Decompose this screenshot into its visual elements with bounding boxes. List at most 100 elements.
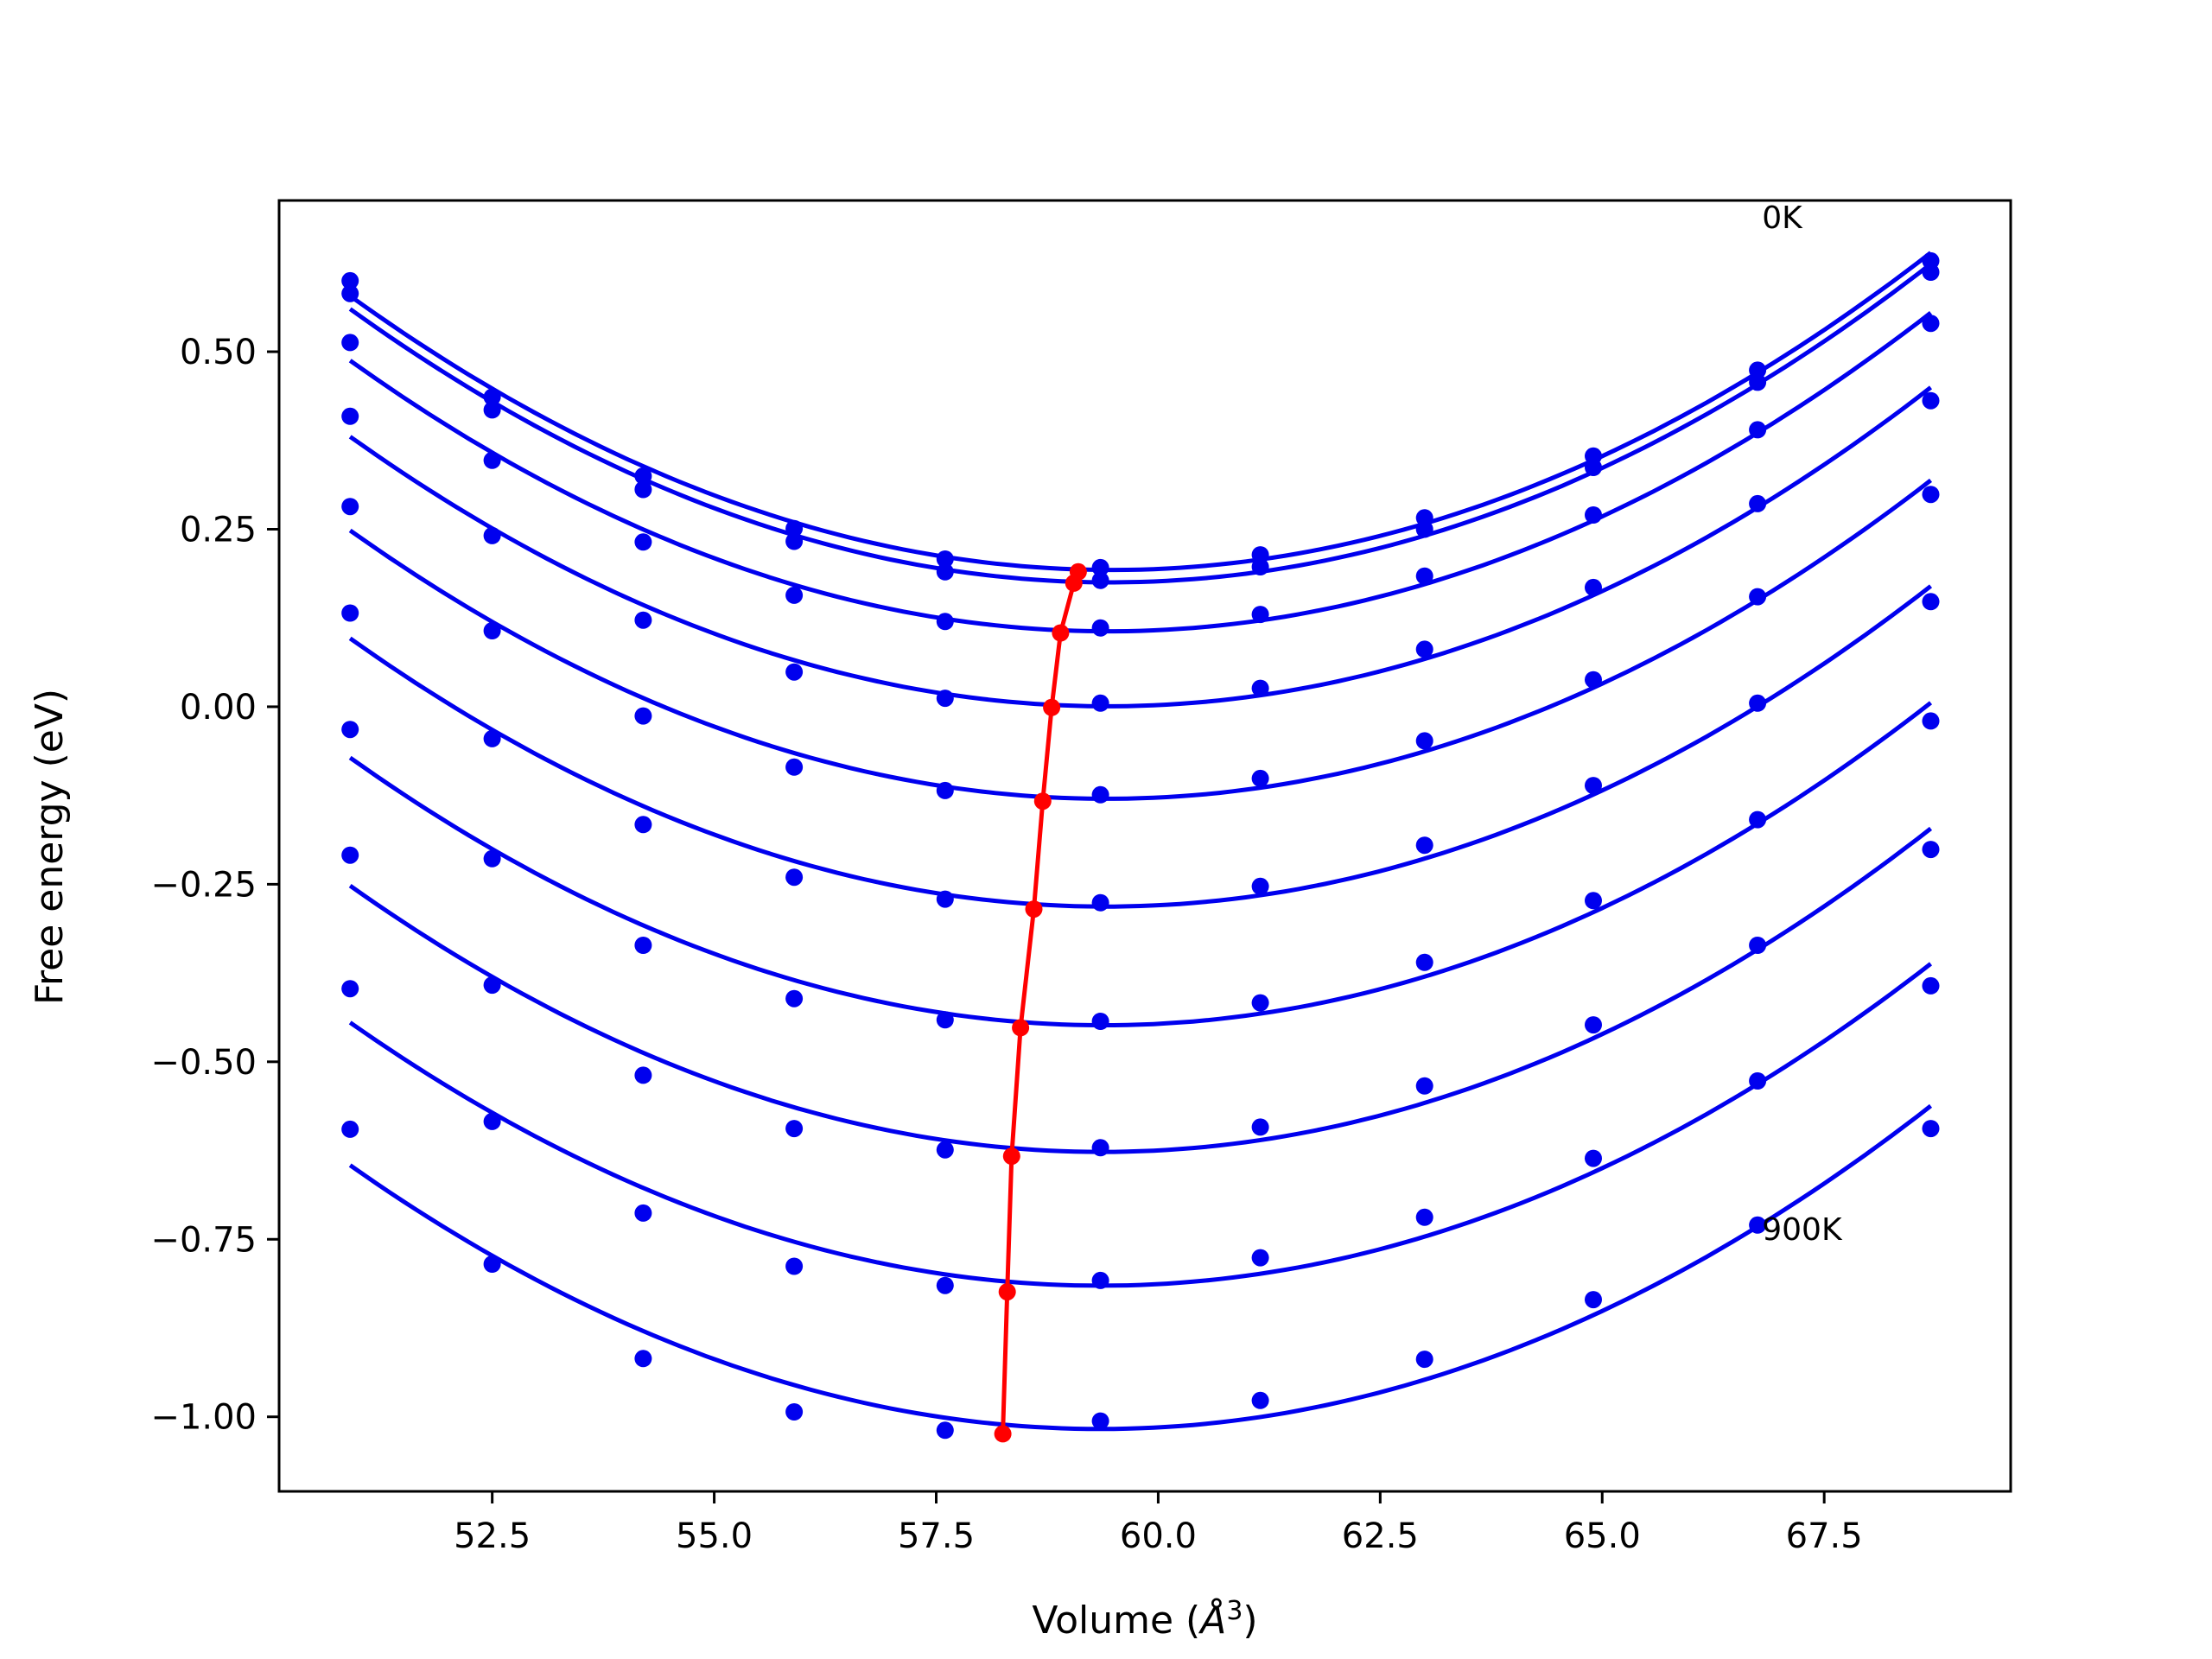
y-tick-label: −0.50 [150, 1043, 257, 1083]
x-tick-label: 57.5 [898, 1516, 975, 1556]
data-point [483, 451, 501, 469]
y-tick-label: 0.00 [180, 688, 257, 728]
data-point [1091, 558, 1109, 576]
data-point [936, 1421, 954, 1440]
equilibrium-point [1043, 698, 1061, 716]
data-point [1585, 892, 1602, 910]
data-point [1251, 606, 1269, 624]
equilibrium-layer [994, 563, 1087, 1443]
data-point [1091, 619, 1109, 637]
equilibrium-point [1065, 574, 1083, 592]
data-point [1415, 1208, 1433, 1226]
plot-frame [277, 199, 2012, 1493]
data-point [936, 1011, 954, 1029]
data-point [1251, 546, 1269, 564]
data-point [936, 690, 954, 708]
y-tick-label: 0.25 [180, 510, 257, 550]
fit-curve-0 [348, 251, 1933, 573]
data-point [483, 401, 501, 419]
data-point [483, 526, 501, 544]
data-point [1585, 1149, 1602, 1167]
data-point [1749, 810, 1767, 829]
x-axis: 52.5 55.0 57.5 60.0 62.5 65.0 67.5 [454, 1491, 1863, 1556]
data-point [785, 663, 804, 681]
data-point [1251, 1118, 1269, 1136]
data-point [785, 1403, 804, 1421]
curves-layer [348, 251, 1933, 1432]
data-point [1251, 769, 1269, 787]
data-point [1922, 841, 1940, 859]
data-point [1415, 1077, 1433, 1095]
data-point [634, 480, 652, 499]
data-point [1251, 1391, 1269, 1409]
points-layer [341, 251, 1940, 1440]
data-point [1251, 1249, 1269, 1267]
x-tick-label: 52.5 [454, 1516, 531, 1556]
data-point [1415, 567, 1433, 585]
data-point [1922, 976, 1940, 995]
x-tick-label: 65.0 [1564, 1516, 1641, 1556]
fit-curve-9 [348, 1103, 1933, 1432]
fit-curve-1 [348, 262, 1933, 585]
fit-curve-4 [348, 478, 1933, 801]
y-tick-label: −0.25 [150, 865, 257, 905]
data-point [1585, 777, 1602, 795]
data-point [634, 467, 652, 485]
y-axis: 0.50 0.25 0.00 −0.25 −0.50 −0.75 −1.00 [150, 333, 279, 1438]
data-point [936, 563, 954, 581]
y-tick-label: −0.75 [150, 1220, 257, 1260]
data-point [1415, 1351, 1433, 1369]
fit-curve-7 [348, 826, 1933, 1154]
data-point [1922, 1120, 1940, 1138]
data-point [1091, 1271, 1109, 1289]
data-point [1749, 361, 1767, 379]
data-point [1922, 315, 1940, 333]
equilibrium-point [1002, 1147, 1020, 1166]
data-point [1749, 588, 1767, 606]
data-point [1091, 1412, 1109, 1430]
data-point [1585, 506, 1602, 524]
data-point [1585, 459, 1602, 476]
data-point [1091, 694, 1109, 712]
data-point [1922, 391, 1940, 410]
data-point [1749, 1072, 1767, 1090]
data-point [483, 1255, 501, 1273]
data-point [1749, 937, 1767, 954]
fit-curve-2 [348, 311, 1933, 634]
data-point [1749, 421, 1767, 439]
data-point [341, 846, 359, 864]
data-point [634, 816, 652, 834]
data-point [634, 533, 652, 551]
data-point [341, 271, 359, 289]
data-point [1091, 571, 1109, 589]
data-point [634, 1066, 652, 1084]
data-point [785, 532, 804, 550]
data-point [341, 284, 359, 302]
data-point [1251, 679, 1269, 697]
data-point [936, 1276, 954, 1294]
x-tick-label: 60.0 [1120, 1516, 1197, 1556]
data-point [1091, 1139, 1109, 1157]
data-point [1251, 994, 1269, 1012]
data-point [1749, 694, 1767, 712]
data-point [1749, 1216, 1767, 1234]
data-point [1091, 785, 1109, 804]
data-point [341, 1120, 359, 1138]
x-tick-label: 62.5 [1342, 1516, 1419, 1556]
data-point [341, 334, 359, 352]
data-point [634, 937, 652, 954]
annotations: 0K 900K [1762, 200, 1843, 1248]
equilibrium-point [1025, 900, 1043, 918]
y-axis-label: Free energy (eV) [28, 689, 72, 1005]
data-point [341, 498, 359, 516]
data-point [341, 721, 359, 739]
x-tick-label: 55.0 [676, 1516, 753, 1556]
equilibrium-line [1001, 570, 1081, 1434]
data-point [785, 519, 804, 537]
data-point [341, 407, 359, 425]
data-point [1585, 671, 1602, 689]
data-point [483, 976, 501, 995]
data-point [785, 989, 804, 1007]
